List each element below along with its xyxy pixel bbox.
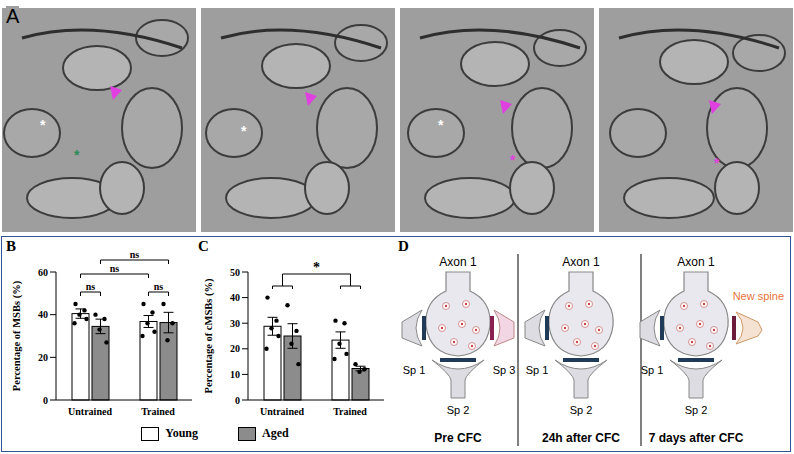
html-text:C: C	[198, 238, 209, 254]
html-text:D: D	[398, 238, 409, 254]
svg-text:*: *	[714, 155, 720, 171]
svg-text:*: *	[313, 260, 320, 275]
svg-text:Sp 1: Sp 1	[641, 364, 664, 376]
svg-text:*: *	[241, 123, 247, 139]
svg-text:Percentage of MSBs (%): Percentage of MSBs (%)	[11, 280, 23, 391]
svg-text:Sp 3: Sp 3	[493, 364, 516, 376]
svg-text:30: 30	[230, 318, 240, 329]
svg-text:Sp 2: Sp 2	[685, 404, 708, 416]
svg-text:ns: ns	[86, 281, 96, 292]
svg-text:Untrained: Untrained	[68, 406, 112, 417]
svg-text:*: *	[510, 152, 516, 168]
svg-text:*: *	[74, 147, 80, 163]
svg-text:Sp 1: Sp 1	[403, 364, 426, 376]
svg-text:0: 0	[235, 395, 240, 406]
svg-text:ns: ns	[110, 263, 120, 274]
svg-text:Percentage of cMSBs (%): Percentage of cMSBs (%)	[203, 278, 215, 393]
svg-text:24h after CFC: 24h after CFC	[542, 431, 620, 445]
svg-text:Axon 1: Axon 1	[439, 255, 477, 269]
html-text:Young: Young	[165, 426, 198, 440]
svg-text:ns: ns	[130, 249, 140, 260]
svg-text:20: 20	[230, 343, 240, 354]
html-text:B: B	[6, 238, 16, 254]
svg-text:60: 60	[38, 267, 48, 278]
html-text:Aged: Aged	[262, 426, 289, 440]
svg-text:*: *	[438, 117, 444, 133]
svg-text:10: 10	[230, 369, 240, 380]
svg-text:40: 40	[230, 292, 240, 303]
html-text:A: A	[6, 5, 20, 27]
svg-text:*: *	[40, 117, 46, 133]
svg-text:Sp 2: Sp 2	[447, 404, 470, 416]
svg-text:Axon 1: Axon 1	[562, 255, 600, 269]
svg-text:20: 20	[38, 352, 48, 363]
svg-text:Sp 2: Sp 2	[570, 404, 593, 416]
svg-text:0: 0	[43, 395, 48, 406]
svg-text:Sp 1: Sp 1	[526, 364, 549, 376]
svg-text:ns: ns	[154, 281, 164, 292]
svg-text:Trained: Trained	[333, 406, 367, 417]
svg-text:Pre CFC: Pre CFC	[434, 431, 482, 445]
svg-text:7 days after CFC: 7 days after CFC	[649, 431, 744, 445]
svg-text:Untrained: Untrained	[260, 406, 304, 417]
svg-text:40: 40	[38, 309, 48, 320]
svg-text:50: 50	[230, 267, 240, 278]
svg-text:Trained: Trained	[141, 406, 175, 417]
svg-text:Axon 1: Axon 1	[677, 255, 715, 269]
svg-text:New spine: New spine	[733, 290, 784, 302]
